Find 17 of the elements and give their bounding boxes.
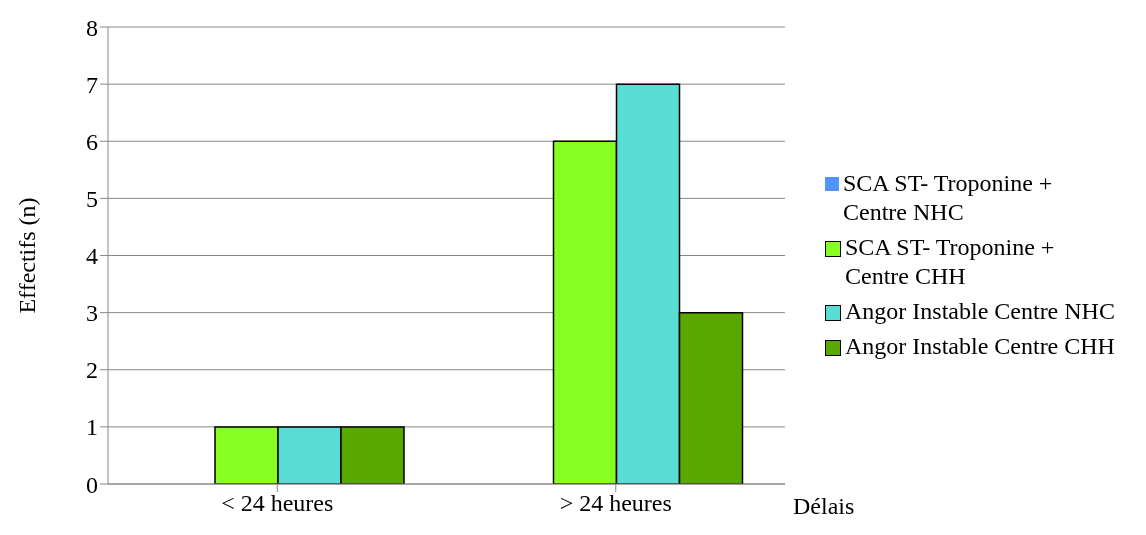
y-tick-label: 7 [86,71,98,98]
x-tick-label: < 24 heures [221,490,334,517]
y-tick-label: 4 [86,243,98,270]
x-axis-title: Délais [793,493,855,519]
y-tick-label: 3 [86,300,98,327]
y-tick-label: 2 [86,357,98,384]
legend-label: SCA ST- Troponine + Centre NHC [843,168,1054,227]
y-axis-title: Effectifs (n) [13,197,40,314]
legend-label: SCA ST- Troponine + Centre CHH [845,232,1056,291]
y-tick-label: 1 [86,414,98,441]
legend-label: Angor Instable Centre NHC [845,296,1115,326]
y-tick-label: 0 [86,471,98,498]
x-tick-label: > 24 heures [559,490,672,517]
y-tick-label: 5 [86,185,98,212]
legend-label: Angor Instable Centre CHH [845,331,1115,361]
y-tick-label: 6 [86,128,98,155]
y-tick-label: 8 [86,14,98,41]
